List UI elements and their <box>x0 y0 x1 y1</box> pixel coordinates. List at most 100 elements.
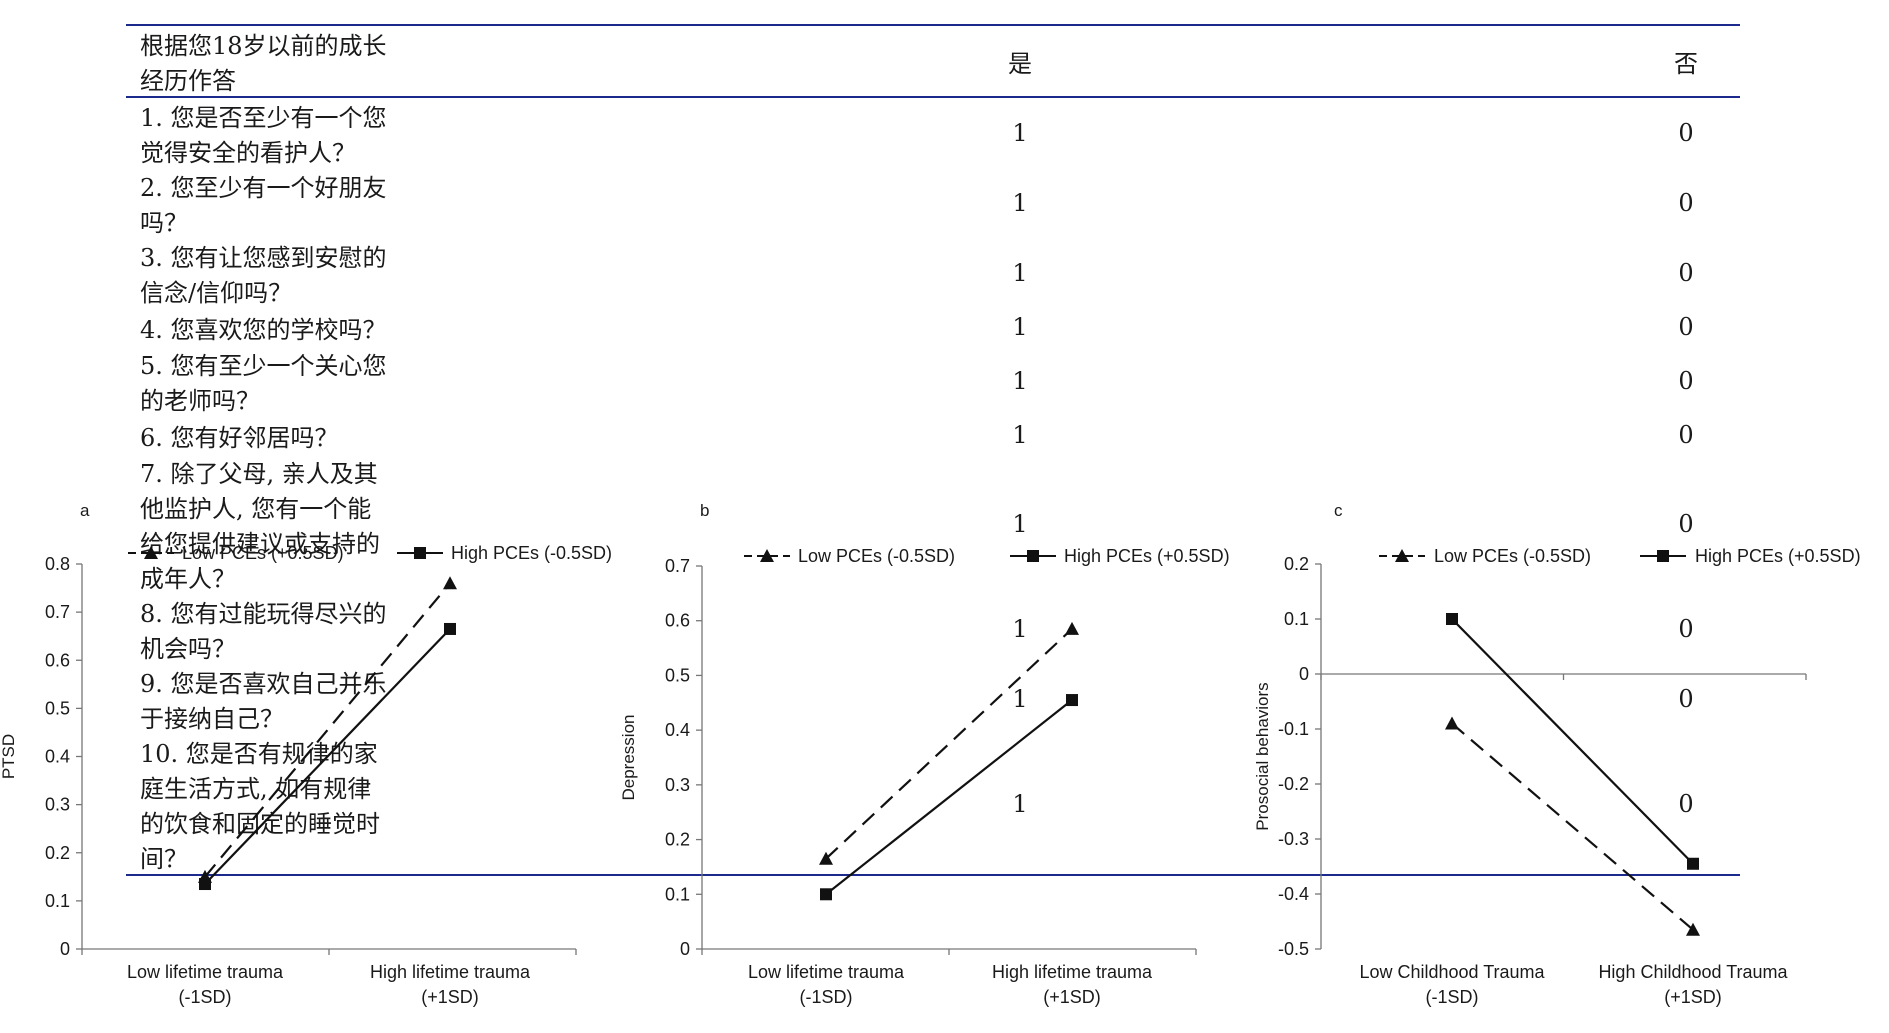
pce-questionnaire-table-wrap: 根据您18岁以前的成长经历作答 是 否 1. 您是否至少有一个您觉得安全的看护人… <box>126 24 1740 876</box>
y-axis-label: Prosocial behaviors <box>1253 682 1272 830</box>
no-value-cell: 0 <box>1678 421 1694 449</box>
y-tick-label: 0.5 <box>45 698 70 718</box>
no-value-cell: 0 <box>1678 313 1694 341</box>
table-header-row: 根据您18岁以前的成长经历作答 是 否 <box>126 25 1740 97</box>
question-cell: 8. 您有过能玩得尽兴的机会吗？ <box>140 600 387 663</box>
y-tick-label: 0.6 <box>45 650 70 670</box>
y-tick-label: 0 <box>1299 664 1309 684</box>
y-tick-label: -0.4 <box>1278 884 1309 904</box>
panel-label: c <box>1334 501 1343 520</box>
x-category-label: (-1SD) <box>1426 987 1479 1007</box>
no-value-cell: 0 <box>1678 615 1694 643</box>
legend-label: Low PCEs (-0.5SD) <box>1434 546 1591 566</box>
yes-value-cell: 1 <box>1012 790 1028 818</box>
y-tick-label: 0.1 <box>45 891 70 911</box>
no-value-cell: 0 <box>1678 685 1694 713</box>
legend-triangle-marker <box>760 549 774 562</box>
y-tick-label: 0.2 <box>45 843 70 863</box>
no-value-cell: 0 <box>1678 189 1694 217</box>
x-category-label: (-1SD) <box>800 987 853 1007</box>
x-category-label: (+1SD) <box>1043 987 1101 1007</box>
question-cell: 5. 您有至少一个关心您的老师吗？ <box>140 352 387 415</box>
y-tick-label: 0.4 <box>665 720 690 740</box>
y-tick-label: 0.1 <box>1284 609 1309 629</box>
y-tick-label: 0.3 <box>665 775 690 795</box>
chart-panel-a: a 0 0.1 0.2 0.3 0.4 0.5 0.6 0.7 0.8 Low lifetime t… <box>0 501 612 1007</box>
table-row: 3. 您有让您感到安慰的信念/信仰吗？ 1 0 <box>126 238 1740 308</box>
no-value-cell: 0 <box>1678 510 1694 538</box>
table-row: 9. 您是否喜欢自己并乐于接纳自己？ 1 0 <box>126 664 1740 734</box>
square-marker <box>444 622 456 635</box>
legend-label: Low PCEs (+0.5SD) <box>182 543 344 563</box>
table-row: 10. 您是否有规律的家庭生活方式, 如有规律的饮食和固定的睡觉时间？ 1 0 <box>126 734 1740 875</box>
legend-square-marker <box>414 547 426 559</box>
header-yes: 是 <box>1008 49 1032 78</box>
question-cell: 6. 您有好邻居吗？ <box>140 423 339 452</box>
no-value-cell: 0 <box>1678 119 1694 147</box>
series-line-low-pces <box>1451 722 1694 931</box>
triangle-marker <box>1445 716 1459 730</box>
table-row: 6. 您有好邻居吗？ 1 0 <box>126 416 1740 454</box>
y-tick-label: 0.1 <box>665 884 690 904</box>
question-cell: 2. 您至少有一个好朋友吗？ <box>140 174 387 237</box>
triangle-marker <box>1686 922 1700 936</box>
x-category-label: Low lifetime trauma <box>127 962 284 982</box>
panel-label: b <box>700 501 709 520</box>
series-line-low-pces <box>825 628 1073 860</box>
yes-value-cell: 1 <box>1012 421 1028 449</box>
y-tick-label: 0.5 <box>665 665 690 685</box>
legend-square-marker <box>1027 550 1039 562</box>
no-value-cell: 0 <box>1678 367 1694 395</box>
yes-value-cell: 1 <box>1012 189 1028 217</box>
chart-panel-c: c -0.5 -0.4 -0.3 -0.2 -0.1 0 0.1 0.2 Low Childhoo… <box>1253 501 1861 1007</box>
table-row: 7. 除了父母, 亲人及其他监护人, 您有一个能给您提供建议或支持的成年人？ 1 0 <box>126 454 1740 594</box>
chart-panel-b: b 0 0.1 0.2 0.3 0.4 0.5 0.6 0.7 Low lifetime trau… <box>619 501 1230 1007</box>
table-body: 1. 您是否至少有一个您觉得安全的看护人？ 1 0 2. 您至少有一个好朋友吗？ 1 0 3… <box>126 97 1740 875</box>
yes-value-cell: 1 <box>1012 685 1028 713</box>
table-row: 5. 您有至少一个关心您的老师吗？ 1 0 <box>126 346 1740 416</box>
triangle-marker <box>443 576 457 590</box>
x-category-label: High lifetime trauma <box>370 962 531 982</box>
y-tick-label: 0.4 <box>45 747 70 767</box>
yes-value-cell: 1 <box>1012 510 1028 538</box>
header-question: 根据您18岁以前的成长经历作答 <box>140 32 387 95</box>
yes-value-cell: 1 <box>1012 367 1028 395</box>
question-cell: 1. 您是否至少有一个您觉得安全的看护人？ <box>140 104 387 167</box>
legend-label: High PCEs (+0.5SD) <box>1695 546 1861 566</box>
y-tick-label: 0.2 <box>1284 554 1309 574</box>
x-category-label: (+1SD) <box>421 987 479 1007</box>
no-value-cell: 0 <box>1678 790 1694 818</box>
question-cell: 9. 您是否喜欢自己并乐于接纳自己？ <box>140 670 387 733</box>
table-row: 4. 您喜欢您的学校吗？ 1 0 <box>126 308 1740 346</box>
y-tick-label: 0.7 <box>45 602 70 622</box>
pce-questionnaire-table: 根据您18岁以前的成长经历作答 是 否 1. 您是否至少有一个您觉得安全的看护人… <box>126 24 1740 876</box>
yes-value-cell: 1 <box>1012 615 1028 643</box>
y-tick-label: 0.8 <box>45 554 70 574</box>
y-tick-label: 0.3 <box>45 795 70 815</box>
y-tick-label: 0 <box>60 939 70 959</box>
y-tick-label: -0.5 <box>1278 939 1309 959</box>
question-cell: 4. 您喜欢您的学校吗？ <box>140 315 387 344</box>
legend-label: High PCEs (-0.5SD) <box>451 543 612 563</box>
no-value-cell: 0 <box>1678 259 1694 287</box>
yes-value-cell: 1 <box>1012 259 1028 287</box>
table-row: 1. 您是否至少有一个您觉得安全的看护人？ 1 0 <box>126 97 1740 168</box>
square-marker <box>820 888 832 901</box>
legend-triangle-marker <box>144 546 158 559</box>
square-marker <box>1446 613 1458 625</box>
table-row: 2. 您至少有一个好朋友吗？ 1 0 <box>126 168 1740 238</box>
y-tick-label: 0 <box>680 939 690 959</box>
y-tick-label: 0.6 <box>665 611 690 631</box>
y-tick-label: 0.7 <box>665 556 690 576</box>
y-tick-label: -0.1 <box>1278 719 1309 739</box>
series-line-high-pces <box>1451 618 1694 865</box>
legend-triangle-marker <box>1395 549 1409 562</box>
x-category-label: High lifetime trauma <box>992 962 1153 982</box>
y-axis-label: PTSD <box>0 734 18 779</box>
panel-label: a <box>80 501 90 520</box>
question-cell: 3. 您有让您感到安慰的信念/信仰吗？ <box>140 244 387 307</box>
triangle-marker <box>1065 621 1079 635</box>
square-marker <box>1687 857 1699 870</box>
question-cell: 7. 除了父母, 亲人及其他监护人, 您有一个能给您提供建议或支持的成年人？ <box>140 460 380 593</box>
